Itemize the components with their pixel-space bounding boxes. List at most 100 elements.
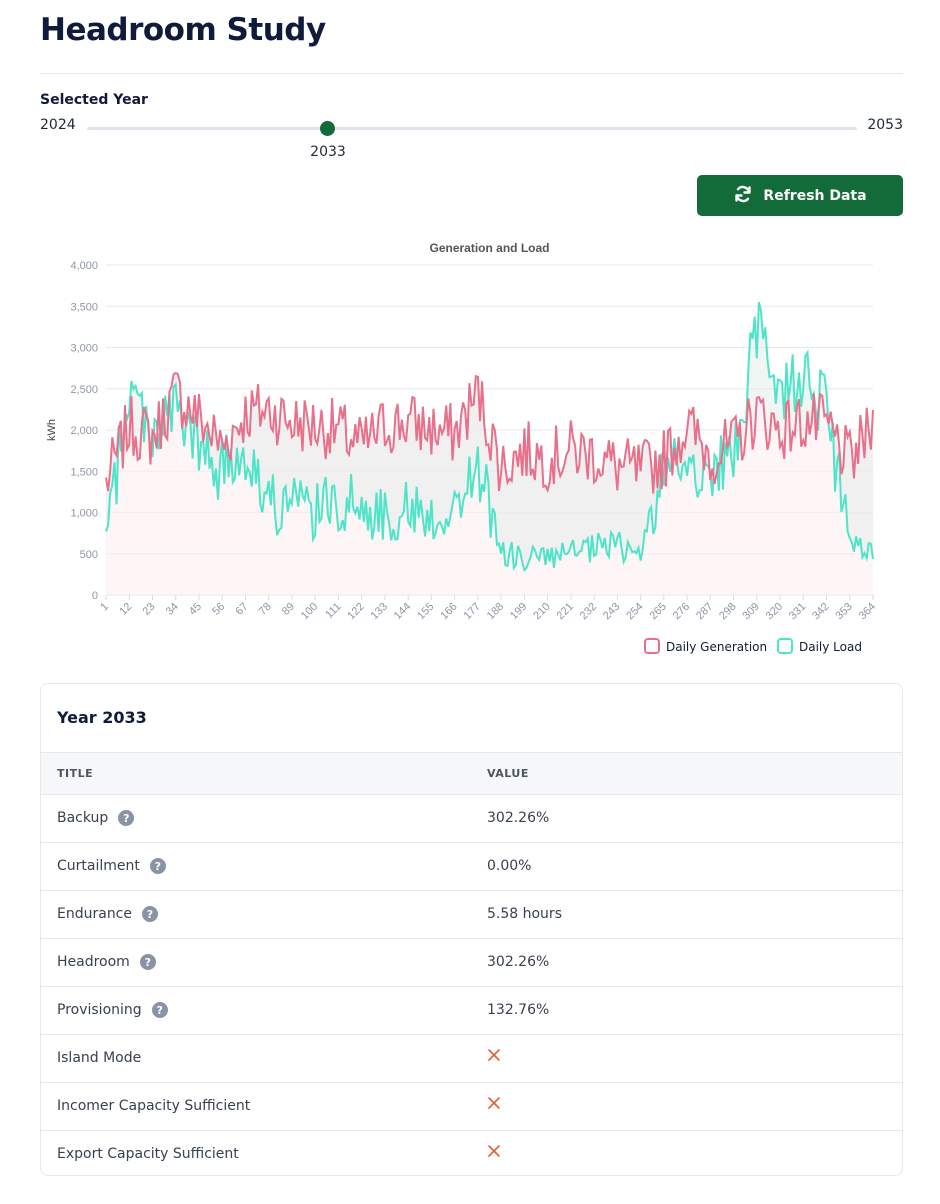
y-tick-label: 4,000 <box>70 260 98 272</box>
x-tick-label: 199 <box>508 601 529 622</box>
column-header-value: VALUE <box>487 767 529 780</box>
help-icon[interactable]: ? <box>149 858 166 874</box>
x-tick-label: 166 <box>438 601 459 622</box>
row-title-label: Curtailment <box>57 858 140 874</box>
card-title: Year 2033 <box>57 708 147 727</box>
year-slider-thumb[interactable] <box>320 121 335 136</box>
year-slider-max: 2053 <box>867 117 903 133</box>
table-row: Island Mode <box>41 1035 902 1083</box>
row-title: Island Mode <box>57 1050 141 1066</box>
x-icon <box>488 1145 500 1157</box>
row-title: Endurance? <box>57 906 158 922</box>
x-tick-label: 155 <box>415 601 436 622</box>
x-tick-label: 221 <box>555 601 576 622</box>
y-tick-label: 1,500 <box>70 466 98 478</box>
x-tick-label: 1 <box>98 601 111 614</box>
x-tick-label: 144 <box>392 601 413 622</box>
chart-canvas: Generation and Load 0 500 1,000 1,500 2,000 2,… <box>46 241 878 654</box>
x-tick-label: 78 <box>257 601 274 618</box>
x-tick-label: 177 <box>462 601 483 622</box>
chart-title: Generation and Load <box>429 241 549 255</box>
daily-generation-line <box>105 371 874 494</box>
table-row: Curtailment? 0.00% <box>41 843 902 891</box>
row-title-label: Backup <box>57 810 109 826</box>
x-tick-label: 45 <box>187 601 204 618</box>
x-icon <box>488 1097 500 1109</box>
column-header-title: TITLE <box>57 767 94 780</box>
row-value: 5.58 hours <box>487 906 562 922</box>
legend-label-load: Daily Load <box>799 640 862 654</box>
x-tick-label: 34 <box>164 601 181 618</box>
x-tick-label: 298 <box>717 601 738 622</box>
table-row: Headroom? 302.26% <box>41 939 902 987</box>
x-tick-label: 276 <box>671 601 692 622</box>
row-title: Export Capacity Sufficient <box>57 1146 239 1162</box>
legend-label-generation: Daily Generation <box>666 640 767 654</box>
help-icon[interactable]: ? <box>151 1002 168 1018</box>
x-tick-label: 210 <box>531 601 552 622</box>
year-slider-min: 2024 <box>40 117 76 133</box>
refresh-icon <box>733 184 753 208</box>
row-title-label: Island Mode <box>57 1050 142 1066</box>
y-tick-label: 3,000 <box>70 343 98 355</box>
help-icon[interactable]: ? <box>118 810 135 826</box>
row-title: Provisioning? <box>57 1002 168 1018</box>
table-row: Endurance? 5.58 hours <box>41 891 902 939</box>
x-tick-label: 100 <box>299 601 320 622</box>
x-tick-label: 111 <box>323 601 343 621</box>
legend-swatch-generation <box>644 638 660 654</box>
title-divider <box>40 73 903 74</box>
page-title: Headroom Study <box>40 12 326 48</box>
table-header: TITLE VALUE <box>41 752 902 795</box>
refresh-data-button[interactable]: Refresh Data <box>697 175 903 216</box>
table-row: Incomer Capacity Sufficient <box>41 1083 902 1131</box>
generation-load-chart: Generation and Load 0 500 1,000 1,500 2,000 2,… <box>40 234 903 664</box>
x-tick-label: 243 <box>601 601 622 622</box>
x-icon <box>488 1049 500 1061</box>
row-value: 302.26% <box>487 810 550 826</box>
y-tick-label: 2,500 <box>70 384 98 396</box>
x-tick-label: 254 <box>624 601 645 622</box>
y-tick-label: 2,000 <box>70 425 98 437</box>
x-tick-label: 320 <box>764 601 785 622</box>
y-axis-title: kWh <box>46 419 58 441</box>
x-tick-label: 122 <box>345 601 366 622</box>
x-tick-label: 331 <box>787 601 808 622</box>
legend-swatch-load <box>777 638 793 654</box>
x-tick-label: 56 <box>210 601 227 618</box>
year-summary-card: Year 2033 TITLE VALUE Backup? 302.26% Curt… <box>40 683 903 1176</box>
x-tick-label: 23 <box>140 601 157 618</box>
row-title-label: Endurance <box>57 906 132 922</box>
year-slider-track[interactable] <box>87 127 857 130</box>
daily-load-line <box>105 301 874 572</box>
row-value: 302.26% <box>487 954 550 970</box>
x-tick-label: 265 <box>647 601 668 622</box>
row-value: 132.76% <box>487 1002 550 1018</box>
table-row: Backup? 302.26% <box>41 795 902 843</box>
row-title-label: Export Capacity Sufficient <box>57 1146 239 1162</box>
x-tick-label: 12 <box>117 601 134 618</box>
row-title: Curtailment? <box>57 858 166 874</box>
row-title: Incomer Capacity Sufficient <box>57 1098 250 1114</box>
row-title-label: Incomer Capacity Sufficient <box>57 1098 251 1114</box>
row-title: Headroom? <box>57 954 156 970</box>
y-tick-label: 0 <box>92 590 98 602</box>
x-tick-label: 364 <box>857 601 878 622</box>
year-slider-label: Selected Year <box>40 92 148 108</box>
x-tick-label: 309 <box>740 601 761 622</box>
y-tick-label: 3,500 <box>70 301 98 313</box>
x-tick-label: 188 <box>485 601 506 622</box>
y-tick-label: 500 <box>80 549 98 561</box>
x-tick-label: 133 <box>369 601 390 622</box>
x-tick-label: 89 <box>280 601 297 618</box>
x-tick-label: 67 <box>233 601 250 618</box>
refresh-data-label: Refresh Data <box>763 187 867 204</box>
row-title-label: Headroom <box>57 954 130 970</box>
help-icon[interactable]: ? <box>139 954 156 970</box>
x-tick-label: 342 <box>810 601 831 622</box>
table-row: Export Capacity Sufficient <box>41 1131 902 1175</box>
help-icon[interactable]: ? <box>142 906 158 922</box>
table-row: Provisioning? 132.76% <box>41 987 902 1035</box>
x-tick-label: 232 <box>578 601 599 622</box>
row-title: Backup? <box>57 810 135 826</box>
